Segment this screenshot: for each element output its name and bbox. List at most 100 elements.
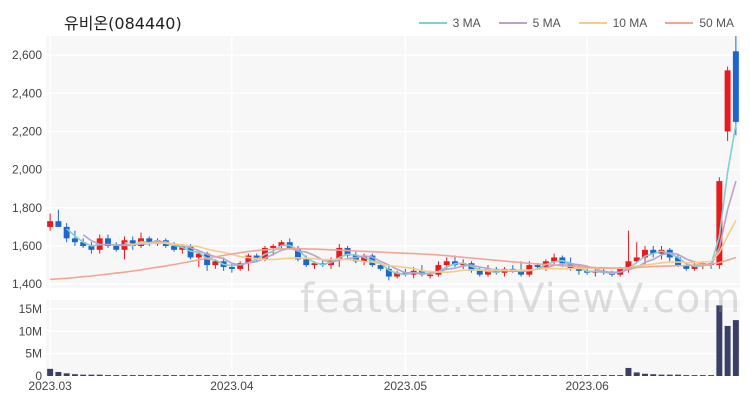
volume-bar bbox=[485, 375, 491, 376]
volume-panel-bg bbox=[46, 300, 740, 376]
volume-bar bbox=[534, 375, 541, 376]
candle-body bbox=[295, 247, 301, 260]
volume-bar bbox=[650, 374, 657, 376]
volume-bar bbox=[204, 375, 211, 376]
volume-bar bbox=[476, 375, 483, 376]
candle-body bbox=[336, 247, 343, 260]
volume-bar bbox=[708, 375, 715, 376]
volume-bar bbox=[716, 305, 723, 376]
volume-bar bbox=[559, 375, 566, 376]
volume-bar bbox=[642, 373, 648, 376]
volume-bar bbox=[328, 375, 335, 376]
candle-body bbox=[88, 246, 95, 250]
candle-body bbox=[625, 261, 632, 269]
candle-body bbox=[683, 265, 690, 269]
volume-bar bbox=[385, 375, 392, 376]
volume-bar bbox=[63, 373, 70, 376]
candle-body bbox=[534, 265, 541, 267]
volume-bar bbox=[699, 375, 706, 376]
volume-bar bbox=[443, 375, 450, 376]
price-tick-label: 1,800 bbox=[12, 201, 42, 215]
legend-label-3ma: 3 MA bbox=[452, 16, 481, 30]
volume-bar bbox=[600, 375, 607, 376]
volume-bar bbox=[261, 375, 268, 376]
volume-bar bbox=[575, 375, 582, 376]
volume-bar bbox=[542, 375, 549, 376]
volume-bar bbox=[509, 375, 516, 376]
volume-bar bbox=[683, 375, 690, 376]
volume-bar bbox=[220, 375, 227, 376]
candle-body bbox=[575, 268, 582, 271]
candle-body bbox=[237, 263, 244, 269]
candle-body bbox=[113, 246, 120, 250]
ma-line-50ma bbox=[50, 247, 737, 281]
candle-body bbox=[104, 238, 111, 246]
volume-bar bbox=[633, 372, 640, 376]
volume-bar bbox=[146, 375, 153, 376]
legend-label-50ma: 50 MA bbox=[699, 16, 734, 30]
candle-body bbox=[361, 255, 368, 262]
volume-bar bbox=[303, 375, 310, 376]
volume-bar bbox=[501, 375, 508, 376]
volume-bar bbox=[104, 375, 111, 376]
candle-body bbox=[716, 181, 723, 266]
volume-bar bbox=[402, 375, 409, 376]
x-tick-label: 2023.03 bbox=[28, 379, 72, 393]
candle-body bbox=[212, 261, 219, 266]
volume-bar bbox=[237, 375, 244, 376]
volume-bar bbox=[71, 374, 78, 376]
candle-body bbox=[443, 261, 450, 266]
price-tick-label: 2,600 bbox=[12, 48, 42, 62]
candle-body bbox=[460, 263, 467, 266]
volume-bar bbox=[608, 375, 615, 376]
volume-bar bbox=[377, 375, 384, 376]
volume-bar bbox=[187, 375, 194, 376]
volume-bar bbox=[138, 375, 144, 376]
chart-title: 유비온(084440) bbox=[64, 14, 182, 33]
volume-bar bbox=[427, 375, 434, 376]
volume-tick-label: 10M bbox=[19, 324, 42, 338]
candle-body bbox=[278, 242, 285, 246]
price-tick-label: 2,000 bbox=[12, 163, 42, 177]
volume-bar bbox=[245, 375, 252, 376]
candle-body bbox=[724, 70, 731, 132]
price-tick-label: 1,600 bbox=[12, 239, 42, 253]
candle-body bbox=[518, 270, 525, 275]
volume-bar bbox=[724, 325, 731, 376]
volume-bar bbox=[228, 375, 235, 376]
volume-bar bbox=[468, 375, 475, 376]
candle-body bbox=[129, 240, 136, 246]
legend-item-50ma[interactable]: 50 MA bbox=[665, 16, 734, 30]
candle-body bbox=[71, 238, 78, 243]
ma-line-5ma bbox=[82, 180, 737, 275]
volume-bar bbox=[666, 374, 673, 376]
candle-body bbox=[146, 238, 153, 245]
volume-bar bbox=[295, 375, 301, 376]
legend-item-10ma[interactable]: 10 MA bbox=[578, 16, 648, 30]
volume-bar bbox=[658, 374, 665, 376]
volume-bar bbox=[336, 375, 343, 376]
volume-bar bbox=[460, 375, 467, 376]
volume-bar bbox=[675, 374, 682, 376]
volume-bar bbox=[567, 375, 574, 376]
legend-item-5ma[interactable]: 5 MA bbox=[498, 16, 561, 30]
volume-bar bbox=[418, 375, 425, 376]
candle-body bbox=[171, 246, 178, 250]
legend-label-10ma: 10 MA bbox=[612, 16, 648, 30]
candle-body bbox=[642, 249, 648, 258]
legend-swatch-10ma bbox=[578, 22, 607, 24]
candle-body bbox=[402, 272, 409, 275]
candle-body bbox=[245, 255, 252, 264]
volume-bar bbox=[592, 375, 599, 376]
x-tick-label: 2023.06 bbox=[565, 379, 609, 393]
volume-bar bbox=[352, 375, 359, 376]
candle-body bbox=[385, 268, 392, 277]
candle-body bbox=[344, 247, 351, 256]
candle-body bbox=[63, 226, 70, 239]
candle-body bbox=[311, 263, 318, 266]
volume-bar bbox=[319, 375, 326, 376]
volume-bar bbox=[278, 375, 285, 376]
volume-bar bbox=[394, 375, 401, 376]
volume-bar bbox=[617, 375, 624, 376]
legend-item-3ma[interactable]: 3 MA bbox=[418, 16, 481, 30]
